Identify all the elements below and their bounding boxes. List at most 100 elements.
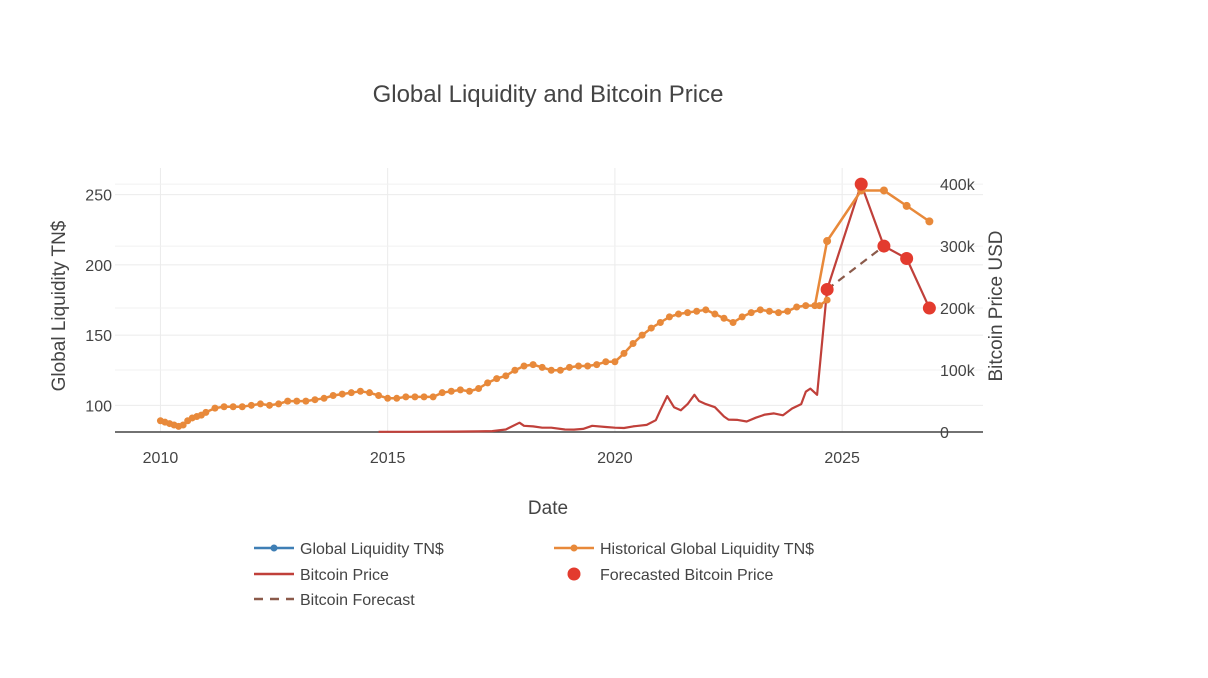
- legend-label: Historical Global Liquidity TN$: [600, 541, 814, 558]
- historical-liquidity-point: [393, 394, 401, 402]
- historical-liquidity-point: [629, 340, 637, 348]
- legend-item: Bitcoin Forecast: [254, 592, 415, 609]
- historical-liquidity-point: [356, 387, 364, 395]
- historical-liquidity-point: [647, 324, 655, 332]
- chart-legend: Global Liquidity TN$ Historical Global Li…: [254, 541, 814, 609]
- historical-liquidity-point: [365, 389, 373, 397]
- historical-liquidity-point: [293, 397, 301, 405]
- legend-item: Global Liquidity TN$: [254, 541, 444, 558]
- y-right-tick-label: 0: [940, 425, 949, 442]
- forecasted-bitcoin-point: [900, 251, 914, 265]
- historical-liquidity-point: [211, 404, 219, 412]
- x-tick-label: 2020: [597, 450, 633, 467]
- historical-liquidity-point: [747, 309, 755, 317]
- historical-liquidity-point: [238, 403, 246, 411]
- x-axis-title: Date: [528, 498, 568, 519]
- forecasted-bitcoin-point: [922, 301, 936, 315]
- historical-liquidity-point: [347, 389, 355, 397]
- x-tick-label: 2025: [824, 450, 860, 467]
- historical-liquidity-point: [656, 318, 664, 326]
- historical-liquidity-point: [684, 309, 692, 317]
- chart-title: Global Liquidity and Bitcoin Price: [373, 81, 724, 108]
- historical-liquidity-point: [879, 186, 888, 195]
- historical-liquidity-point: [575, 362, 583, 370]
- forecasted-bitcoin-point: [820, 282, 834, 296]
- historical-liquidity-point: [902, 201, 911, 210]
- global-liquidity-point: [815, 302, 823, 310]
- legend-item: Forecasted Bitcoin Price: [567, 567, 774, 584]
- historical-liquidity-point: [711, 310, 719, 318]
- historical-liquidity-point: [593, 361, 601, 369]
- historical-liquidity-point: [438, 389, 446, 397]
- historical-liquidity-point: [738, 313, 746, 321]
- x-tick-label: 2015: [370, 450, 406, 467]
- historical-liquidity-point: [484, 379, 492, 387]
- historical-liquidity-point: [784, 307, 792, 315]
- y-right-tick-label: 300k: [940, 239, 976, 256]
- historical-liquidity-point: [638, 331, 646, 339]
- y-left-tick-label: 150: [85, 328, 112, 345]
- historical-liquidity-point: [429, 393, 437, 401]
- historical-liquidity-point: [375, 391, 383, 399]
- historical-liquidity-point: [465, 387, 473, 395]
- historical-liquidity-point: [256, 400, 264, 408]
- historical-liquidity-point: [520, 362, 528, 370]
- forecasted-bitcoin-point: [854, 177, 868, 191]
- legend-label: Bitcoin Price: [300, 567, 389, 584]
- series-line-bitcoin-forecast: [826, 245, 885, 291]
- legend-label: Forecasted Bitcoin Price: [600, 567, 774, 584]
- y-left-axis-ticks: 100 150 200 250: [85, 188, 112, 416]
- historical-liquidity-point: [565, 363, 573, 371]
- y-right-axis-title: Bitcoin Price USD: [986, 231, 1007, 382]
- historical-liquidity-point: [765, 307, 773, 315]
- legend-item: Historical Global Liquidity TN$: [554, 541, 814, 558]
- historical-liquidity-point: [179, 421, 187, 429]
- historical-liquidity-point: [302, 397, 310, 405]
- historical-liquidity-point: [665, 313, 673, 321]
- y-right-tick-label: 100k: [940, 363, 976, 380]
- historical-liquidity-point: [229, 403, 237, 411]
- x-tick-label: 2010: [143, 450, 179, 467]
- historical-liquidity-point: [411, 393, 419, 401]
- historical-liquidity-point: [456, 386, 464, 394]
- historical-liquidity-point: [611, 358, 619, 366]
- historical-liquidity-point: [584, 362, 592, 370]
- historical-liquidity-point: [729, 318, 737, 326]
- historical-liquidity-point: [925, 217, 934, 226]
- historical-liquidity-point: [511, 366, 519, 374]
- legend-swatch-marker: [270, 544, 278, 552]
- historical-liquidity-point: [420, 393, 428, 401]
- historical-liquidity-point: [756, 306, 764, 314]
- historical-liquidity-point: [320, 394, 328, 402]
- forecasted-bitcoin-point: [877, 239, 891, 253]
- legend-swatch-marker: [570, 544, 578, 552]
- historical-liquidity-point: [702, 306, 710, 314]
- historical-liquidity-point: [620, 349, 628, 357]
- historical-liquidity-point: [384, 394, 392, 402]
- historical-liquidity-point: [602, 358, 610, 366]
- historical-liquidity-point: [547, 366, 555, 374]
- historical-liquidity-point: [284, 397, 292, 405]
- historical-liquidity-point: [720, 314, 728, 322]
- legend-item: Bitcoin Price: [254, 567, 389, 584]
- legend-swatch-marker: [567, 567, 581, 581]
- historical-liquidity-point: [529, 361, 537, 369]
- historical-liquidity-point: [823, 237, 832, 246]
- historical-liquidity-point: [447, 387, 455, 395]
- historical-liquidity-point: [247, 401, 255, 409]
- historical-liquidity-point: [802, 302, 810, 310]
- historical-liquidity-point: [493, 375, 501, 383]
- historical-liquidity-point: [538, 363, 546, 371]
- y-right-tick-label: 400k: [940, 177, 976, 194]
- historical-liquidity-point: [311, 396, 319, 404]
- y-right-axis-ticks: 0 100k 200k 300k 400k: [940, 177, 976, 442]
- series-line-bitcoin-price: [378, 183, 931, 433]
- plot-area: [156, 177, 936, 433]
- historical-liquidity-point: [338, 390, 346, 398]
- historical-liquidity-point: [275, 400, 283, 408]
- legend-label: Bitcoin Forecast: [300, 592, 415, 609]
- historical-liquidity-point: [793, 303, 801, 311]
- historical-liquidity-point: [675, 310, 683, 318]
- y-left-axis-title: Global Liquidity TN$: [49, 220, 70, 391]
